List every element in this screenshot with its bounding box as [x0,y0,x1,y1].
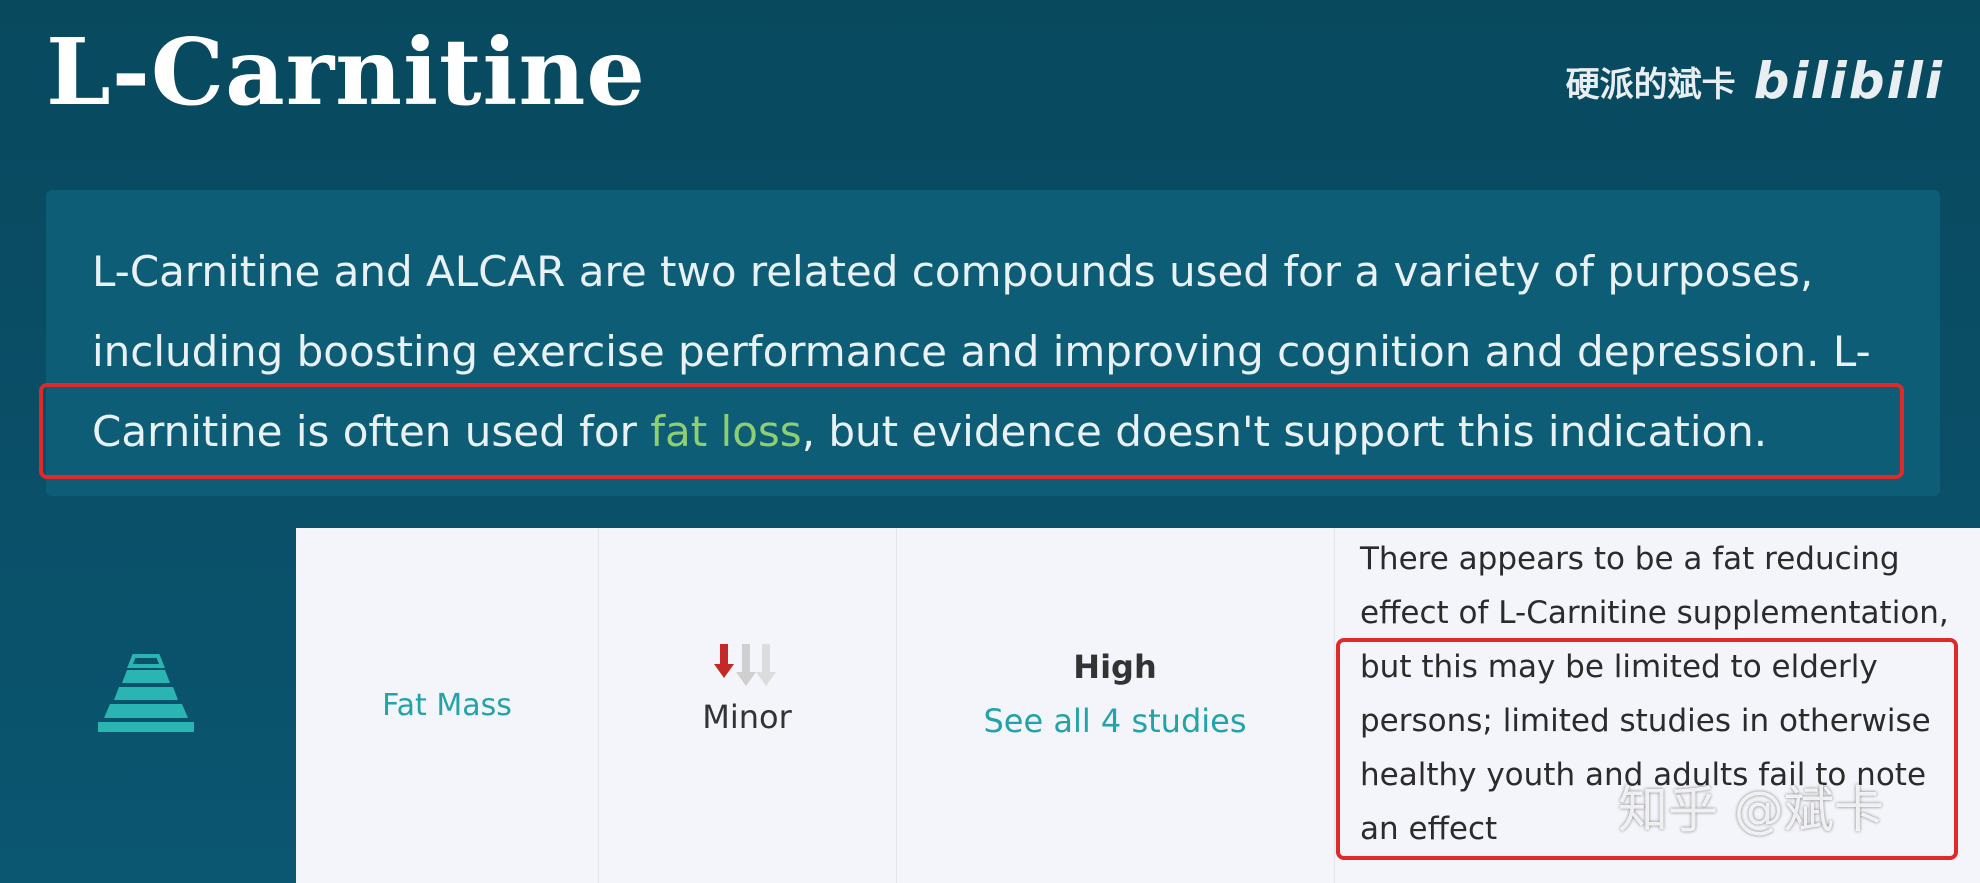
outcome-table-row [296,528,1980,883]
outcome-notes: There appears to be a fat reducing effec… [1360,541,1949,847]
annotation-highlight-box [39,383,1904,479]
page-title: L-Carnitine [46,18,646,126]
annotation-highlight-box [1336,638,1958,860]
summary-part1: L-Carnitine and ALCAR are two related co… [92,247,1871,456]
summary-part2: , but evidence doesn't support this indi… [801,407,1768,456]
column-divider [1334,528,1335,883]
channel-name: 硬派的斌卡 [1565,64,1736,105]
zhihu-watermark: 知乎 @斌卡 [1618,781,1884,839]
column-divider [598,528,599,883]
summary-text: L-Carnitine and ALCAR are two related co… [92,232,1912,472]
down-arrows-icon [712,640,782,690]
bilibili-logo: bilibili [1753,52,1944,110]
evidence-level: High [1073,648,1157,686]
pyramid-scale-icon [94,652,198,734]
fat-loss-link[interactable]: fat loss [650,407,802,456]
outcome-fat-mass-link[interactable]: Fat Mass [296,528,598,883]
summary-box [46,190,1940,496]
outcome-label: Fat Mass [382,688,512,723]
effect-size-label: Minor [702,698,792,736]
see-all-studies-link[interactable]: See all 4 studies [983,702,1247,740]
column-divider [896,528,897,883]
evidence-cell: High See all 4 studies [896,528,1334,883]
effect-size-cell: Minor [598,528,896,883]
channel-watermark: 硬派的斌卡 bilibili [1566,52,1944,110]
